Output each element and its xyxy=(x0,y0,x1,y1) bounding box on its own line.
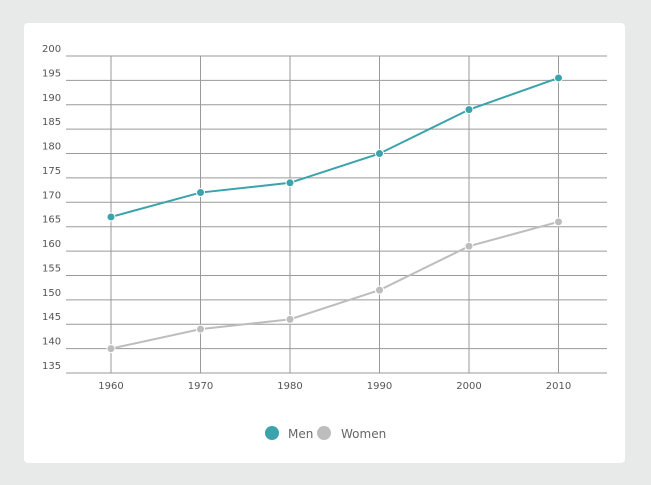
series-line-men xyxy=(110,77,559,218)
series-line-women xyxy=(110,220,559,350)
data-point-women xyxy=(375,285,384,295)
legend-label-men: Men xyxy=(288,427,313,441)
x-tick-label: 2000 xyxy=(456,381,481,392)
y-tick-label: 175 xyxy=(42,166,61,177)
data-point-men xyxy=(464,105,474,115)
legend-marker-men xyxy=(265,426,279,440)
y-tick-label: 200 xyxy=(42,44,61,55)
y-tick-label: 180 xyxy=(42,142,61,153)
y-tick-label: 165 xyxy=(42,215,61,226)
data-point-men xyxy=(375,149,384,159)
y-tick-label: 195 xyxy=(42,68,61,79)
x-tick-label: 1990 xyxy=(367,381,392,392)
data-point-men xyxy=(554,73,563,83)
data-point-men xyxy=(106,212,116,222)
data-point-women xyxy=(554,217,563,227)
data-point-men xyxy=(285,178,295,188)
data-point-women xyxy=(285,314,295,324)
x-tick-label: 1970 xyxy=(188,381,213,392)
y-tick-label: 185 xyxy=(42,117,61,128)
y-tick-label: 150 xyxy=(42,288,61,299)
data-point-women xyxy=(106,344,116,354)
y-tick-label: 160 xyxy=(42,239,61,250)
legend-marker-women xyxy=(317,426,331,440)
legend-label-women: Women xyxy=(341,427,386,441)
data-point-women xyxy=(464,241,474,251)
x-tick-label: 2010 xyxy=(546,381,571,392)
y-tick-label: 145 xyxy=(42,312,61,323)
y-tick-label: 135 xyxy=(42,361,61,372)
y-tick-label: 170 xyxy=(42,190,61,201)
y-tick-label: 190 xyxy=(42,93,61,104)
x-tick-label: 1980 xyxy=(277,381,302,392)
y-tick-label: 140 xyxy=(42,337,61,348)
chart-card xyxy=(24,23,625,463)
x-tick-label: 1960 xyxy=(98,381,123,392)
data-point-men xyxy=(196,188,205,198)
data-point-women xyxy=(196,324,205,334)
y-tick-label: 155 xyxy=(42,263,61,274)
